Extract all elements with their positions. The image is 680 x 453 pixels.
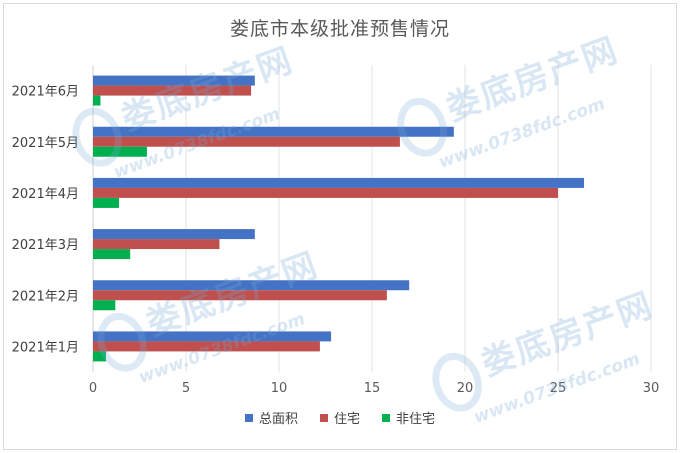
bar-total xyxy=(93,75,255,86)
y-tick-label: 2021年5月 xyxy=(12,136,79,151)
bar-nonresidential xyxy=(93,249,131,260)
legend-label-total: 总面积 xyxy=(258,412,298,427)
legend-swatch-total xyxy=(244,413,253,422)
y-tick-label: 2021年1月 xyxy=(12,340,79,355)
bar-residential xyxy=(93,239,220,250)
legend-swatch-residential xyxy=(319,413,328,422)
legend-swatch-nonresidential xyxy=(382,413,390,422)
bar-residential xyxy=(93,136,400,147)
x-tick-label: 25 xyxy=(550,381,567,396)
legend-label-nonresidential: 非住宅 xyxy=(396,412,436,427)
bar-nonresidential xyxy=(93,95,101,106)
x-tick-label: 15 xyxy=(364,381,381,396)
legend-item-nonresidential: 非住宅 xyxy=(382,408,435,427)
bar-total xyxy=(93,280,410,291)
bar-nonresidential xyxy=(93,351,107,362)
bar-total xyxy=(93,229,255,240)
bar-residential xyxy=(93,187,558,198)
legend: 总面积 住宅 非住宅 xyxy=(0,408,680,427)
x-tick-label: 0 xyxy=(89,381,97,396)
bar-total xyxy=(93,177,585,188)
legend-item-total: 总面积 xyxy=(244,408,298,427)
legend-item-residential: 住宅 xyxy=(319,408,360,427)
bar-nonresidential xyxy=(93,146,147,157)
legend-label-residential: 住宅 xyxy=(333,412,360,427)
y-tick-label: 2021年4月 xyxy=(12,187,79,202)
x-tick-label: 5 xyxy=(182,381,190,396)
y-tick-label: 2021年2月 xyxy=(12,289,79,304)
chart-title: 娄底市本级批准预售情况 xyxy=(229,18,450,40)
bar-nonresidential xyxy=(93,300,116,311)
x-tick-label: 30 xyxy=(643,381,660,396)
bar-nonresidential xyxy=(93,197,120,208)
x-tick-label: 10 xyxy=(271,381,288,396)
y-tick-label: 2021年6月 xyxy=(12,85,79,100)
bar-residential xyxy=(93,85,252,96)
x-tick-label: 20 xyxy=(457,381,474,396)
bar-total xyxy=(93,126,454,137)
bar-total xyxy=(93,331,332,342)
bar-residential xyxy=(93,290,387,301)
y-tick-label: 2021年3月 xyxy=(12,238,79,253)
bar-residential xyxy=(93,341,320,352)
